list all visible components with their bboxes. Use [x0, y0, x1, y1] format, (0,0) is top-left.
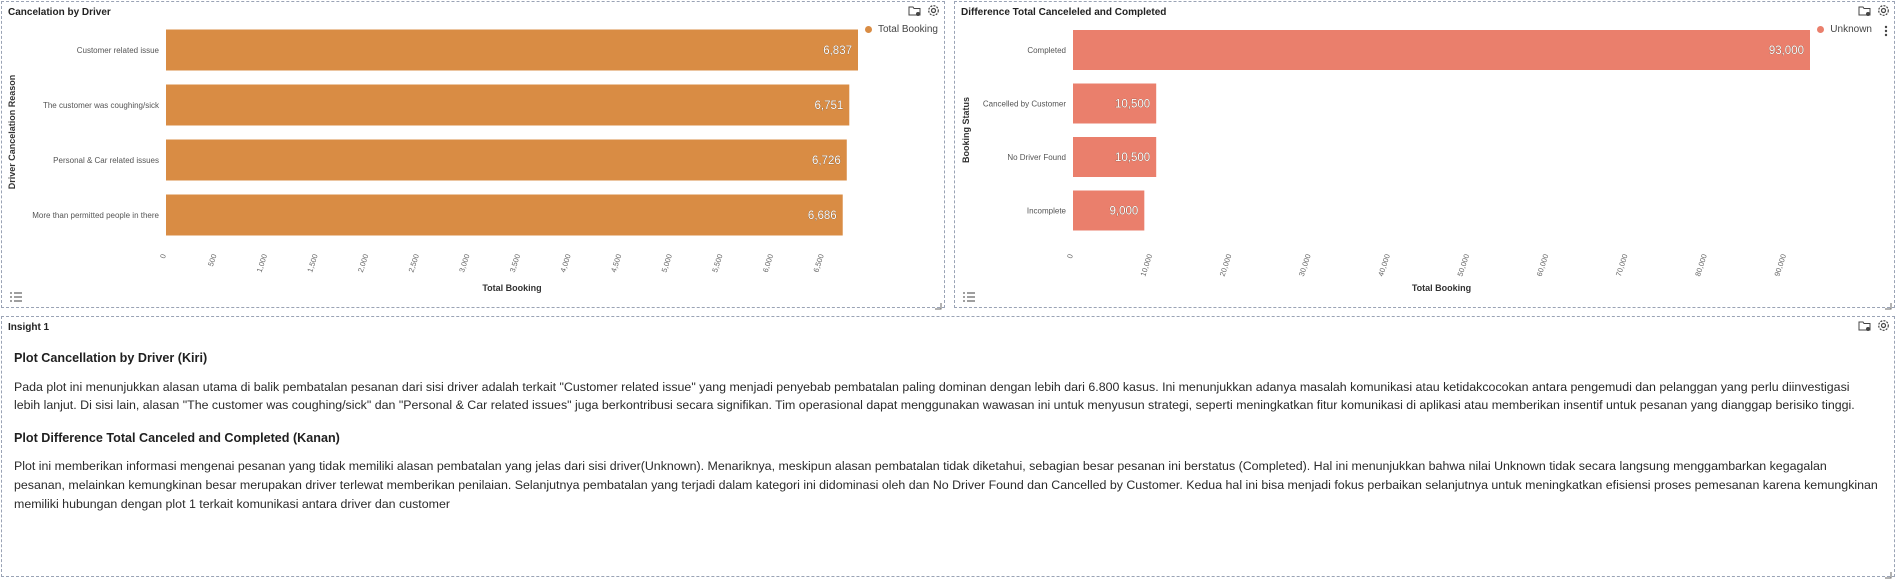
list-icon[interactable]: [10, 289, 22, 302]
x-tick-label: 500: [206, 253, 218, 268]
x-tick-label: 0: [1065, 253, 1075, 260]
panel-title: Difference Total Canceleled and Complete…: [961, 7, 1167, 18]
x-tick-label: 2,000: [356, 253, 370, 274]
category-label: More than permitted people in there: [32, 211, 159, 220]
gear-icon[interactable]: [927, 4, 940, 17]
resize-handle[interactable]: [1884, 566, 1892, 579]
x-axis-title: Total Booking: [482, 283, 541, 293]
x-tick-label: 1,000: [255, 253, 269, 274]
data-label: 6,751: [815, 100, 844, 112]
x-tick-label: 30,000: [1297, 253, 1313, 278]
data-label: 93,000: [1769, 45, 1804, 57]
data-label: 6,726: [812, 155, 841, 167]
insight-paragraph-left-plot: Pada plot ini menunjukkan alasan utama d…: [14, 379, 1855, 413]
x-tick-label: 20,000: [1218, 253, 1234, 278]
x-tick-label: 80,000: [1693, 253, 1709, 278]
category-label: Completed: [1027, 46, 1066, 55]
bar-chart-difference-canceled-completed: 93,000 Completed 10,500 Cancelled by Custom…: [961, 30, 1810, 293]
panel-toolbar: [1858, 319, 1890, 332]
x-tick-label: 4,500: [609, 253, 623, 274]
x-tick-label: 50,000: [1455, 253, 1471, 278]
data-label: 6,686: [808, 210, 837, 222]
y-axis-title: Driver Cancelation Reason: [7, 75, 17, 190]
panel-toolbar: [908, 4, 940, 17]
x-tick-label: 6,500: [811, 253, 825, 274]
chart-legend: Unknown: [1817, 24, 1872, 35]
x-tick-label: 4,000: [558, 253, 572, 274]
more-options-icon[interactable]: [1884, 24, 1888, 37]
bar: [166, 194, 843, 236]
legend-swatch: [1817, 26, 1825, 33]
category-label: Incomplete: [1027, 207, 1067, 216]
bar: [166, 29, 858, 71]
legend-label: Unknown: [1830, 24, 1872, 35]
bar: [1073, 83, 1157, 124]
gear-icon[interactable]: [1877, 4, 1890, 17]
panel-title: Cancelation by Driver: [8, 7, 111, 18]
data-label: 10,500: [1115, 152, 1150, 164]
x-tick-label: 2,500: [407, 253, 421, 274]
bar: [166, 139, 847, 181]
data-label: 9,000: [1110, 206, 1139, 218]
panel-title: Insight 1: [8, 322, 50, 333]
folder-icon[interactable]: [908, 4, 921, 17]
list-icon[interactable]: [963, 289, 975, 302]
y-axis-title: Booking Status: [961, 97, 971, 163]
x-tick-label: 1,500: [305, 253, 319, 274]
insight-panel: Insight 1 Plot Cancellation by Driver (K…: [1, 316, 1895, 579]
legend-label: Total Booking: [877, 24, 938, 35]
panel-toolbar: [1858, 4, 1890, 17]
legend-swatch: [864, 26, 872, 33]
difference-canceled-completed-panel: Difference Total Canceleled and Complete…: [954, 1, 1895, 310]
x-tick-label: 10,000: [1138, 253, 1154, 278]
insight-heading-right-plot: Plot Difference Total Canceled and Compl…: [14, 430, 340, 445]
folder-icon[interactable]: [1858, 4, 1871, 17]
bar: [1073, 190, 1145, 231]
category-label: Customer related issue: [77, 46, 160, 55]
insight-paragraph-right-plot: Plot ini memberikan informasi mengenai p…: [14, 459, 1878, 511]
bar: [1073, 137, 1157, 177]
x-tick-label: 5,000: [660, 253, 674, 274]
chart-legend: Total Booking: [864, 24, 938, 35]
data-label: 10,500: [1115, 99, 1150, 111]
category-label: Cancelled by Customer: [983, 100, 1066, 109]
x-axis-title: Total Booking: [1412, 283, 1471, 293]
insight-text: Plot Cancellation by Driver (Kiri) Pada …: [14, 349, 1879, 527]
bar: [1073, 30, 1810, 70]
category-label: No Driver Found: [1007, 153, 1066, 162]
resize-handle[interactable]: [1884, 297, 1892, 310]
resize-handle[interactable]: [934, 297, 942, 310]
category-label: The customer was coughing/sick: [43, 101, 160, 110]
x-tick-label: 70,000: [1614, 253, 1630, 278]
x-tick-label: 3,500: [508, 253, 522, 274]
gear-icon[interactable]: [1877, 319, 1890, 332]
x-tick-label: 60,000: [1535, 253, 1551, 278]
x-tick-label: 0: [158, 253, 168, 260]
bar-chart-cancelation-by-driver: 6,837 Customer related issue 6,751 The cust…: [7, 29, 858, 293]
x-tick-label: 3,000: [457, 253, 471, 274]
folder-icon[interactable]: [1858, 319, 1871, 332]
category-label: Personal & Car related issues: [53, 156, 159, 165]
x-tick-label: 6,000: [761, 253, 775, 274]
x-tick-label: 5,500: [710, 253, 724, 274]
insight-heading-left-plot: Plot Cancellation by Driver (Kiri): [14, 351, 208, 365]
bar: [166, 84, 850, 126]
x-tick-label: 90,000: [1772, 253, 1788, 278]
cancelation-by-driver-panel: Cancelation by Driver Total Booking 6,83…: [1, 1, 945, 310]
x-tick-label: 40,000: [1376, 253, 1392, 278]
data-label: 6,837: [823, 45, 852, 57]
